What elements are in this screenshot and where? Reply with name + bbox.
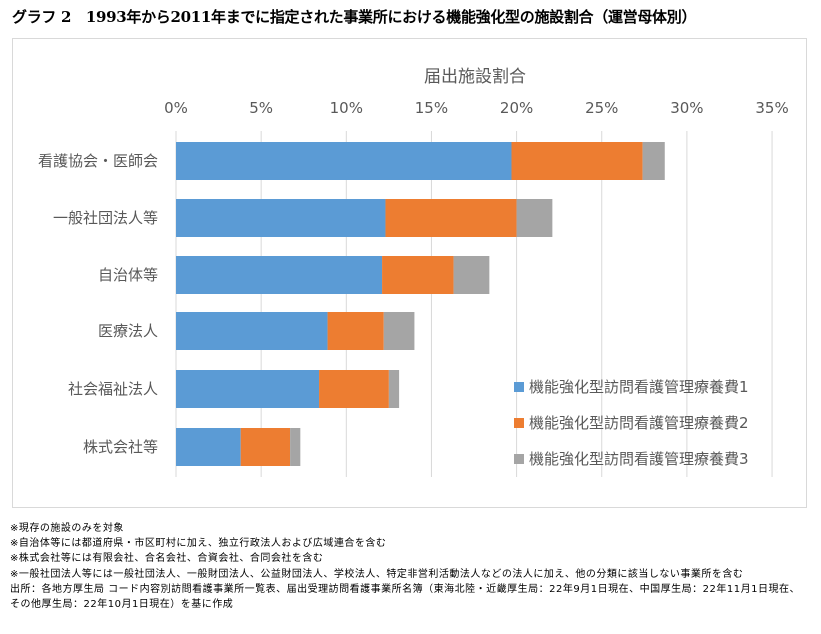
bar-segment [176,199,386,237]
figure-title: グラフ 2 1993年から2011年までに指定された事業所における機能強化型の施… [12,8,697,26]
category-label: 一般社団法人等 [53,209,158,227]
bar-segment [176,256,383,294]
legend-marker [514,382,524,392]
legend-label: 機能強化型訪問看護管理療養費1 [529,378,749,396]
bar-segment [176,428,241,466]
legend-label: 機能強化型訪問看護管理療養費3 [529,450,749,468]
source-note: 出所：各地方厚生局 コード内容別訪問看護事業所一覧表、届出受理訪問看護事業所名簿… [10,583,800,611]
x-tick-label: 30% [670,99,703,117]
x-tick-label: 5% [249,99,273,117]
bar-segment [516,199,553,237]
footnote: ※自治体等には都道府県・市区町村に加え、独立行政法人および広域連合を含む [10,538,387,550]
stacked-bar-chart: 届出施設割合 0% 5% 10% 15% 20% 25% 30% 35% 看護協会・医師会一般社団… [38,67,789,477]
bar-segment [382,256,454,294]
category-label: 自治体等 [98,266,158,284]
category-label: 看護協会・医師会 [38,152,158,170]
axis-title: 届出施設割合 [424,67,526,87]
x-tick-label: 10% [330,99,363,117]
x-tick-label: 20% [500,99,533,117]
x-tick-label: 25% [585,99,618,117]
bar-segment [176,312,328,350]
x-tick-label: 0% [164,99,188,117]
bar-segment [642,142,665,180]
chart-frame [12,38,807,508]
bar-segment [511,142,643,180]
bar-segment [176,370,320,408]
category-label: 医療法人 [98,322,158,340]
footnote: ※株式会社等には有限会社、合名会社、合資会社、合同会社を含む [10,553,324,565]
footnote: ※現存の施設のみを対象 [10,523,124,534]
footnote: ※一般社団法人等には一般社団法人、一般財団法人、公益財団法人、学校法人、特定非営… [10,568,744,580]
bar-segment [388,370,400,408]
bar-segment [385,199,517,237]
bar-segment [176,142,512,180]
bar-segment [383,312,415,350]
x-tick-label: 35% [755,99,788,117]
legend-label: 機能強化型訪問看護管理療養費2 [529,414,749,432]
bar-segment [327,312,384,350]
bar-segment [290,428,301,466]
category-label: 社会福祉法人 [68,380,158,398]
bar-segment [240,428,291,466]
legend-marker [514,418,524,428]
x-tick-label: 15% [415,99,448,117]
legend-marker [514,454,524,464]
bar-segment [453,256,490,294]
category-label: 株式会社等 [83,438,158,456]
footnotes: ※現存の施設のみを対象 ※自治体等には都道府県・市区町村に加え、独立行政法人およ… [10,521,810,612]
bar-segment [319,370,389,408]
